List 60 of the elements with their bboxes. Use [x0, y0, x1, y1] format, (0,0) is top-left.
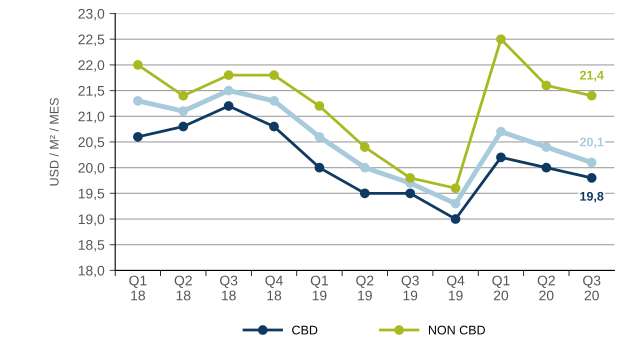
y-tick-label: 18,0 [78, 266, 104, 278]
point [450, 198, 460, 208]
point [360, 162, 370, 173]
x-tick-label: Q3 20 [583, 276, 600, 300]
x-tick-label: Q2 18 [174, 276, 192, 300]
y-tick-label: 19,5 [78, 188, 104, 200]
point [360, 142, 370, 152]
x-tick-label: Q3 18 [220, 276, 238, 300]
data-label: 21,4 [580, 70, 604, 82]
x-tick-label: Q2 20 [538, 276, 555, 300]
x-tick-label: Q4 18 [265, 276, 283, 300]
y-axis-title: USD / M² / MES [49, 98, 59, 186]
data-label: 20,1 [580, 138, 604, 148]
legend-label: NON CBD [428, 326, 485, 334]
point [133, 132, 143, 142]
point [269, 70, 279, 80]
point [450, 183, 460, 194]
point [541, 142, 552, 152]
point [541, 80, 552, 90]
point [586, 158, 597, 168]
y-tick-label: 21,0 [78, 112, 104, 124]
y-tick-label: 19,0 [78, 214, 104, 226]
point [133, 96, 143, 106]
point [586, 90, 597, 101]
x-tick-label: Q1 20 [492, 276, 510, 300]
x-tick-label: Q2 19 [356, 276, 374, 300]
y-tick-label: 22,5 [78, 34, 104, 46]
point [360, 188, 370, 198]
point [314, 162, 324, 173]
x-tick-label: Q1 19 [310, 276, 328, 300]
point [496, 152, 506, 162]
point [405, 173, 416, 183]
point [496, 34, 506, 44]
legend-label: CBD [292, 326, 318, 334]
point [178, 90, 188, 101]
data-label: 19,8 [580, 192, 604, 203]
y-tick-label: 20,5 [78, 137, 104, 149]
y-tick-label: 22,0 [78, 60, 104, 72]
y-tick-label: 21,5 [78, 86, 104, 98]
point [224, 86, 234, 96]
point [269, 122, 279, 132]
point [269, 96, 279, 106]
point [314, 101, 324, 111]
point [314, 132, 324, 142]
y-tick-label: 23,0 [78, 8, 104, 20]
x-tick-label: Q4 19 [446, 276, 464, 300]
point [450, 214, 460, 224]
point [178, 106, 188, 116]
y-tick-label: 20,0 [78, 162, 104, 174]
y-tick-label: 18,5 [78, 240, 104, 252]
point [586, 173, 597, 183]
point [405, 188, 416, 198]
point [178, 122, 188, 132]
x-tick-label: Q3 19 [402, 276, 419, 300]
point [496, 126, 506, 137]
point [224, 101, 234, 111]
point [133, 60, 143, 70]
x-tick-label: Q1 18 [129, 276, 146, 300]
point [541, 162, 552, 173]
point [224, 70, 234, 80]
